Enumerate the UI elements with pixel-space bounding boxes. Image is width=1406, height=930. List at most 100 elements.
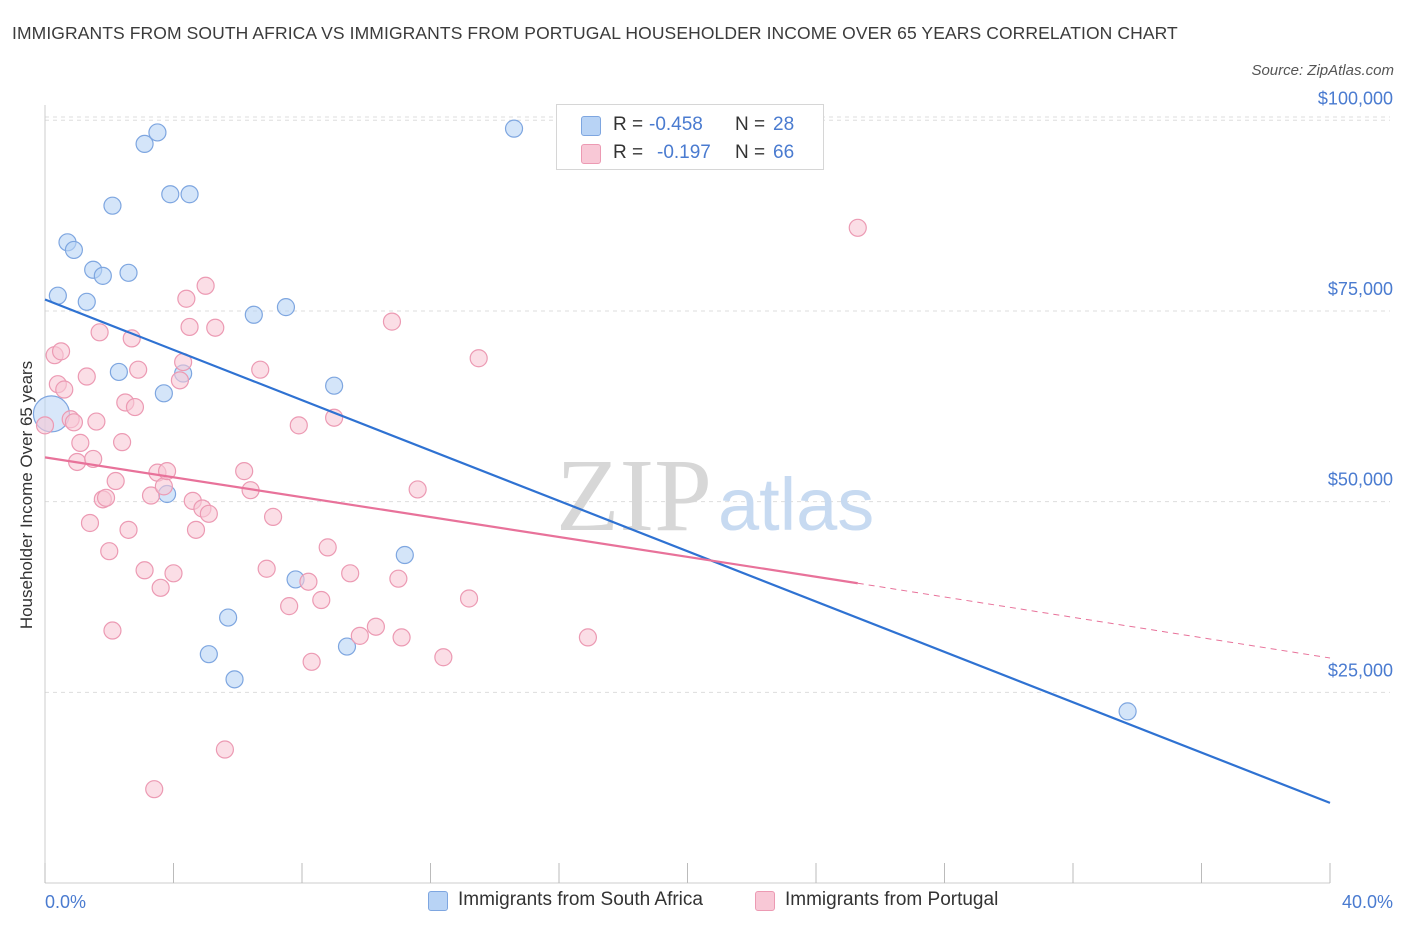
point-portugal <box>100 542 119 561</box>
series-name: Immigrants from South Africa <box>458 889 703 910</box>
point-portugal <box>578 628 598 647</box>
point-south-africa <box>161 185 180 204</box>
point-south-africa <box>180 185 199 204</box>
trend-lines <box>44 298 1331 804</box>
point-south-africa <box>325 376 344 395</box>
point-south-africa <box>103 196 122 215</box>
point-portugal <box>87 412 106 431</box>
point-portugal <box>251 360 270 379</box>
y-tick-label: $100,000 <box>1318 88 1393 108</box>
point-portugal <box>135 561 154 580</box>
point-portugal <box>199 504 218 523</box>
point-south-africa <box>77 292 96 311</box>
trend-line-south-africa <box>44 298 1331 804</box>
point-portugal <box>164 564 183 583</box>
chart-source: Source: ZipAtlas.com <box>1251 62 1394 79</box>
point-portugal <box>170 371 190 390</box>
legend-r-label: R = <box>613 114 644 135</box>
point-portugal <box>196 276 215 295</box>
x-tick-label: 0.0% <box>45 892 86 912</box>
point-portugal <box>112 433 132 452</box>
point-south-africa <box>504 119 524 138</box>
legend-n-value: 66 <box>773 142 795 163</box>
point-portugal <box>469 349 488 368</box>
point-portugal <box>257 559 276 578</box>
point-portugal <box>848 218 867 237</box>
point-south-africa <box>219 608 238 627</box>
point-portugal <box>125 397 145 417</box>
point-portugal <box>64 413 84 432</box>
point-portugal <box>434 648 453 667</box>
point-portugal <box>129 360 148 379</box>
data-points <box>32 119 1137 799</box>
point-south-africa <box>64 240 84 260</box>
y-axis-label: Householder Income Over 65 years <box>17 361 36 629</box>
legend-r-label: R = <box>613 142 644 163</box>
point-south-africa <box>109 362 128 382</box>
point-south-africa <box>135 134 154 153</box>
watermark-zip: ZIP <box>556 438 712 553</box>
point-portugal <box>318 538 337 557</box>
point-portugal <box>341 564 360 583</box>
point-portugal <box>51 342 71 361</box>
point-portugal <box>180 317 199 337</box>
point-portugal <box>151 578 170 597</box>
point-portugal <box>80 513 100 533</box>
point-portugal <box>154 477 173 496</box>
chart-title: IMMIGRANTS FROM SOUTH AFRICA VS IMMIGRAN… <box>12 23 1178 43</box>
point-portugal <box>350 626 369 645</box>
point-portugal <box>145 780 164 799</box>
point-portugal <box>235 462 254 481</box>
point-south-africa <box>199 645 218 664</box>
trend-line-portugal <box>44 456 858 585</box>
point-south-africa <box>93 266 112 285</box>
point-south-africa <box>337 637 357 656</box>
point-portugal <box>382 312 402 331</box>
point-portugal <box>302 652 321 671</box>
point-portugal <box>96 488 116 507</box>
point-portugal <box>55 380 74 399</box>
legend-r-value: -0.458 <box>649 114 703 135</box>
point-south-africa <box>154 384 173 403</box>
point-portugal <box>103 621 122 640</box>
legend-swatch-blue <box>581 116 601 136</box>
x-tick-label: 40.0% <box>1342 892 1393 912</box>
point-portugal <box>177 289 196 308</box>
point-portugal <box>215 740 234 759</box>
series-name: Immigrants from Portugal <box>785 889 999 910</box>
point-portugal <box>186 520 206 539</box>
point-portugal <box>389 569 408 588</box>
trend-line-portugal-extension <box>857 582 1331 659</box>
point-south-africa <box>1118 702 1137 721</box>
point-portugal <box>312 590 331 610</box>
point-south-africa <box>225 670 244 689</box>
point-portugal <box>280 597 299 616</box>
point-portugal <box>77 367 96 386</box>
point-portugal <box>392 628 411 647</box>
legend-r-value: -0.197 <box>657 142 711 163</box>
point-portugal <box>206 318 225 337</box>
point-south-africa <box>119 263 138 282</box>
point-portugal <box>119 520 138 539</box>
point-portugal <box>299 572 318 591</box>
legend-n-label: N = <box>735 142 766 163</box>
point-south-africa <box>395 545 414 565</box>
series-swatch-blue <box>428 891 448 911</box>
point-portugal <box>106 471 125 491</box>
y-tick-label: $25,000 <box>1328 660 1393 680</box>
point-portugal <box>289 416 308 435</box>
grid-lines <box>45 116 1390 693</box>
series-swatch-pink <box>755 891 775 911</box>
watermark-atlas: atlas <box>718 463 874 546</box>
point-portugal <box>263 507 283 526</box>
axes <box>44 105 1331 884</box>
legend-n-label: N = <box>735 114 766 135</box>
y-tick-label: $75,000 <box>1328 279 1393 299</box>
point-portugal <box>141 486 161 505</box>
point-portugal <box>366 617 385 636</box>
tick-labels: $25,000 $50,000 $75,000 $100,000 0.0% 40.0% <box>45 88 1393 912</box>
y-tick-label: $50,000 <box>1328 470 1393 490</box>
point-south-africa <box>244 305 263 324</box>
point-south-africa <box>276 298 296 317</box>
